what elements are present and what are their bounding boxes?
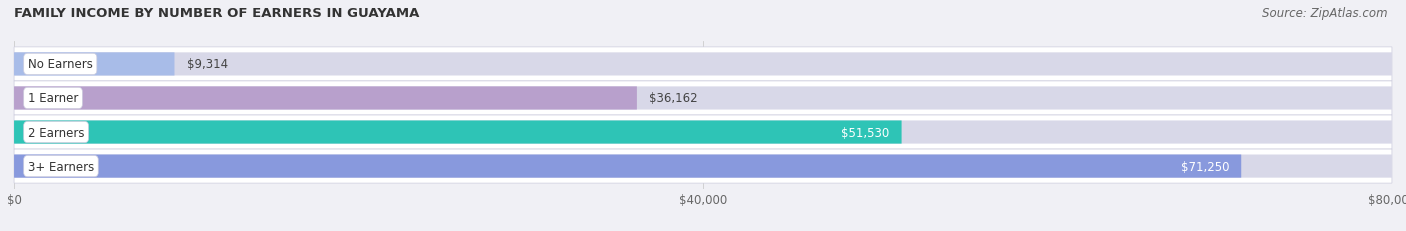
FancyBboxPatch shape — [14, 121, 901, 144]
FancyBboxPatch shape — [14, 87, 637, 110]
Text: Source: ZipAtlas.com: Source: ZipAtlas.com — [1263, 7, 1388, 20]
Text: $51,530: $51,530 — [841, 126, 890, 139]
FancyBboxPatch shape — [14, 53, 174, 76]
FancyBboxPatch shape — [14, 155, 1241, 178]
Text: $9,314: $9,314 — [187, 58, 228, 71]
FancyBboxPatch shape — [14, 87, 1392, 110]
Text: 1 Earner: 1 Earner — [28, 92, 79, 105]
FancyBboxPatch shape — [14, 155, 1392, 178]
FancyBboxPatch shape — [14, 82, 1392, 116]
FancyBboxPatch shape — [14, 53, 1392, 76]
Text: 2 Earners: 2 Earners — [28, 126, 84, 139]
Text: 3+ Earners: 3+ Earners — [28, 160, 94, 173]
FancyBboxPatch shape — [14, 116, 1392, 149]
Text: No Earners: No Earners — [28, 58, 93, 71]
Text: $36,162: $36,162 — [650, 92, 697, 105]
FancyBboxPatch shape — [14, 121, 1392, 144]
FancyBboxPatch shape — [14, 48, 1392, 82]
FancyBboxPatch shape — [14, 149, 1392, 183]
Text: FAMILY INCOME BY NUMBER OF EARNERS IN GUAYAMA: FAMILY INCOME BY NUMBER OF EARNERS IN GU… — [14, 7, 419, 20]
Text: $71,250: $71,250 — [1181, 160, 1229, 173]
